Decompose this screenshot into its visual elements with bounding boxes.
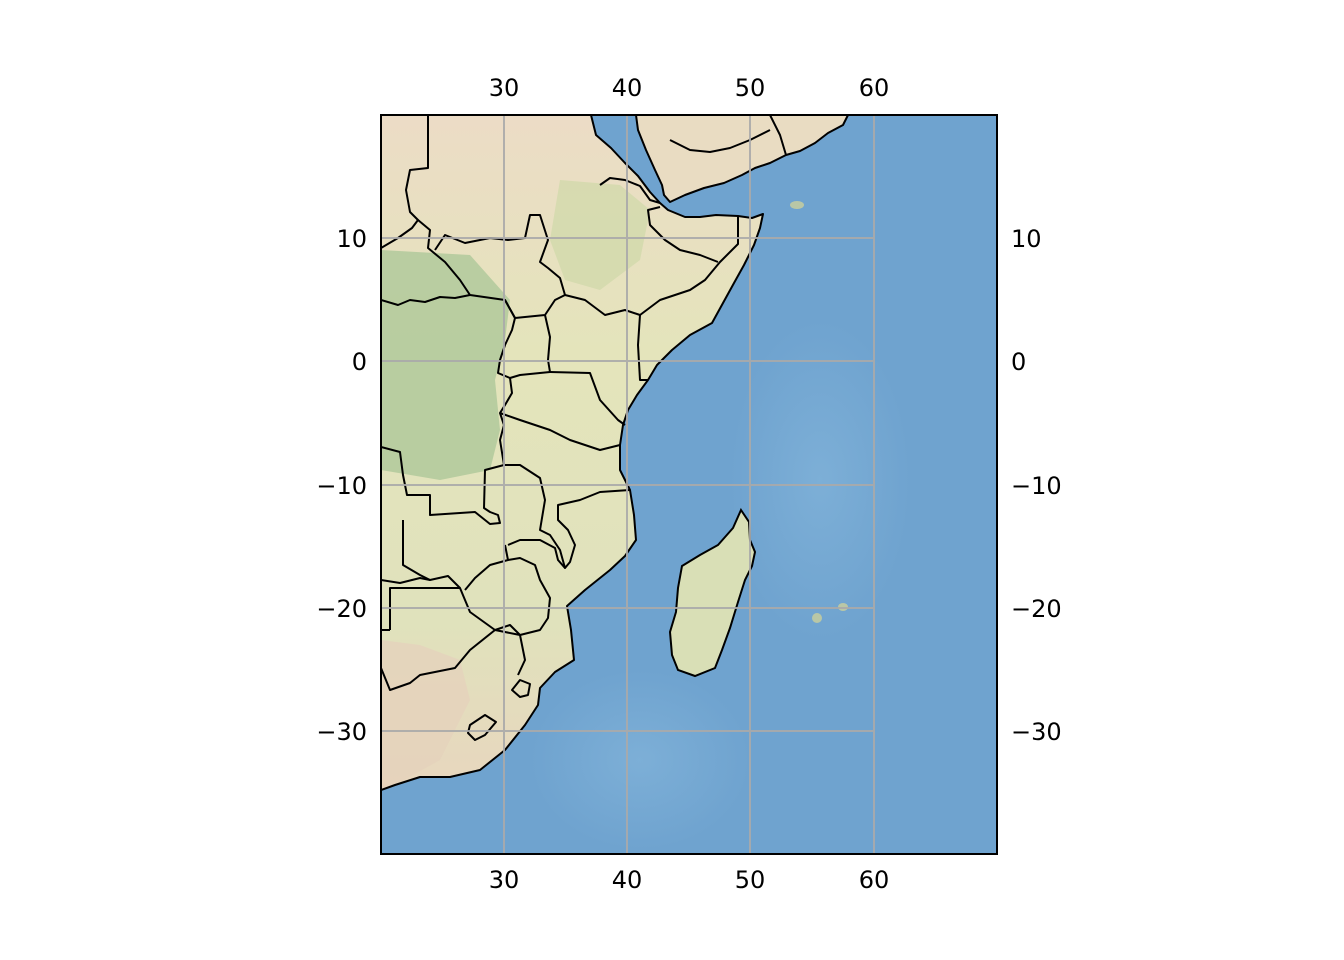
gridlines [381, 115, 875, 854]
top-lon-labels: 30 40 50 60 [489, 74, 890, 102]
right-lat-label-m10: −10 [1011, 472, 1062, 500]
left-lat-label-m30: −30 [316, 718, 367, 746]
land-highland-overlay [550, 180, 650, 290]
bottom-lon-labels: 30 40 50 60 [489, 866, 890, 894]
top-lon-label-40: 40 [612, 74, 643, 102]
bottom-lon-label-30: 30 [489, 866, 520, 894]
land-arabia [636, 115, 848, 202]
ocean-shallow-ridge-2 [530, 670, 750, 850]
country-borders [381, 115, 787, 741]
coastlines [381, 115, 849, 791]
bottom-lon-label-50: 50 [735, 866, 766, 894]
left-lat-label-10: 10 [336, 225, 367, 253]
ocean-shallow-ridge [730, 320, 910, 640]
land-forest-overlay [381, 250, 510, 480]
island-socotra [790, 201, 804, 209]
map-area [381, 115, 997, 854]
land-south-desert [381, 640, 470, 790]
left-lat-label-m10: −10 [316, 472, 367, 500]
right-lat-labels: 10 0 −10 −20 −30 [1011, 225, 1062, 746]
island-reunion [812, 613, 822, 623]
map-frame [380, 114, 998, 855]
land-madagascar [668, 507, 757, 678]
top-lon-label-60: 60 [859, 74, 890, 102]
top-lon-label-30: 30 [489, 74, 520, 102]
right-lat-label-10: 10 [1011, 225, 1042, 253]
bottom-lon-label-60: 60 [859, 866, 890, 894]
left-lat-labels: 10 0 −10 −20 −30 [316, 225, 367, 746]
top-lon-label-50: 50 [735, 74, 766, 102]
right-lat-label-0: 0 [1011, 348, 1026, 376]
right-lat-label-m20: −20 [1011, 595, 1062, 623]
right-lat-label-m30: −30 [1011, 718, 1062, 746]
left-lat-label-0: 0 [352, 348, 367, 376]
bottom-lon-label-40: 40 [612, 866, 643, 894]
left-lat-label-m20: −20 [316, 595, 367, 623]
